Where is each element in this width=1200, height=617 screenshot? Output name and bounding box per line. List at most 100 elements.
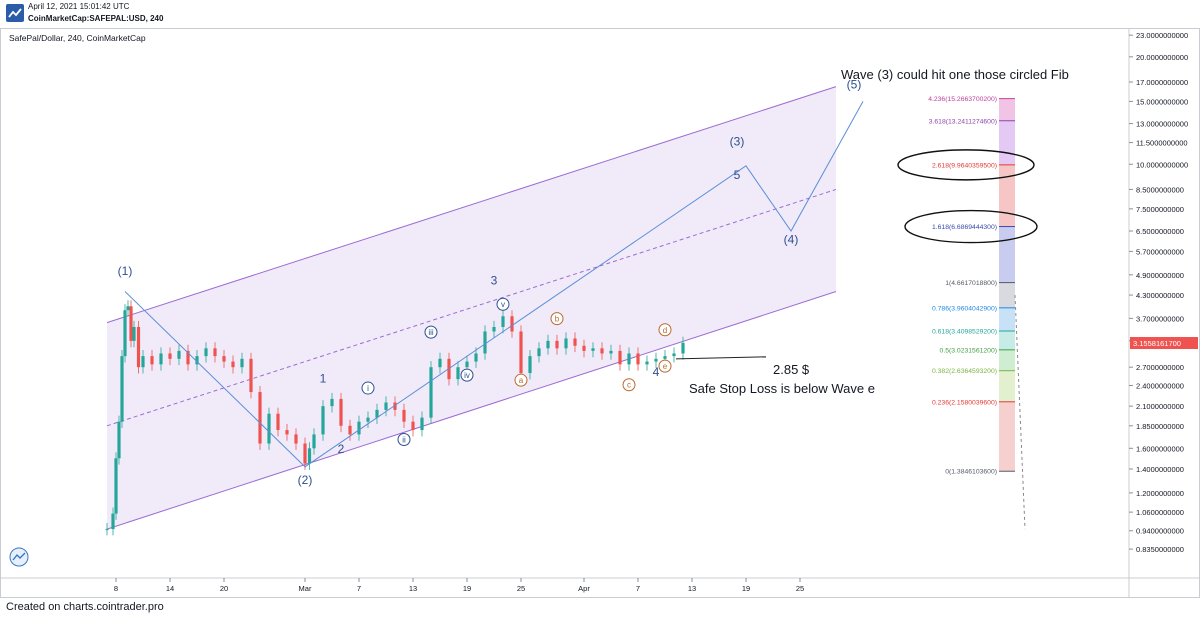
fib-band	[999, 307, 1015, 332]
candle-body	[258, 392, 262, 444]
candle-body	[582, 345, 586, 351]
candle-body	[429, 367, 433, 418]
chart-watermark-icon	[9, 547, 29, 567]
wave-label: 1	[320, 371, 327, 385]
candle-body	[307, 448, 312, 464]
candle-body	[204, 348, 208, 357]
candle-body	[366, 417, 370, 422]
candle-body	[117, 421, 121, 459]
wave-label-circle	[460, 368, 474, 382]
symbol-label: CoinMarketCap:SAFEPAL:USD, 240	[28, 14, 164, 23]
wave-label: c	[627, 381, 631, 390]
y-tick-label: 4.9000000000	[1136, 271, 1184, 280]
price-note-line	[675, 356, 767, 360]
stop-loss-annotation: Safe Stop Loss is below Wave e	[689, 381, 875, 396]
candle-body	[249, 358, 253, 393]
fib-band	[999, 401, 1015, 472]
fib-band	[999, 282, 1015, 308]
wave-label-circle	[622, 378, 636, 392]
candle-body	[222, 356, 226, 362]
wave-label: d	[663, 326, 667, 335]
y-tick-label: 15.0000000000	[1136, 97, 1188, 106]
price-chart[interactable]: 23.0000000000 20.0000000000 17.0000000000 1…	[1, 29, 1199, 597]
last-price-badge	[1130, 337, 1198, 350]
elliott-wave-path	[124, 101, 864, 468]
candle-body	[240, 358, 244, 368]
candle-body	[330, 398, 334, 407]
wave-label: (5)	[847, 78, 862, 92]
watermark-line	[12, 552, 26, 561]
wave-label: iv	[464, 371, 470, 380]
wave-label-circle	[397, 433, 411, 447]
candle-body	[483, 331, 487, 354]
candle-body	[321, 406, 325, 435]
x-tick-label: 19	[463, 584, 471, 593]
x-tick-label: 13	[409, 584, 417, 593]
candle-body	[546, 340, 550, 349]
y-tick-label: 4.3000000000	[1136, 291, 1184, 300]
fib-circle-highlight	[904, 209, 1038, 244]
fib-band	[999, 370, 1015, 402]
candle-body	[474, 353, 478, 362]
fib-level-label: 0.382(2.6364593200)	[932, 368, 997, 375]
candle-body	[136, 326, 141, 368]
candle-body	[126, 306, 130, 311]
footer-credit: Created on charts.cointrader.pro	[6, 601, 164, 613]
candle-body	[348, 425, 352, 435]
y-tick-label: 1.6000000000	[1136, 444, 1184, 453]
y-tick-label: 8.5000000000	[1136, 185, 1184, 194]
candle-body	[105, 529, 109, 531]
candle-body	[681, 342, 685, 354]
y-tick-label: 23.0000000000	[1136, 31, 1188, 40]
wave-label: 3	[491, 274, 498, 288]
fib-level-label: 0.618(3.4098529200)	[932, 329, 997, 336]
wave-label: iii	[428, 328, 434, 337]
candle-body	[393, 402, 397, 410]
fib-level-label: 4.236(15.2663700200)	[928, 96, 997, 103]
fib-level-label: 0.5(3.0231561200)	[940, 347, 997, 354]
candle-body	[177, 350, 181, 359]
candle-body	[510, 316, 514, 332]
wave-label: b	[555, 315, 560, 324]
channel-lower-line	[106, 291, 837, 530]
x-tick-label: 20	[220, 584, 228, 593]
candle-body	[168, 353, 172, 359]
x-tick-label: 13	[688, 584, 696, 593]
wave-label-circle	[550, 312, 564, 326]
candle-body	[564, 338, 568, 349]
wave-label: (1)	[118, 264, 133, 278]
y-tick-label: 7.5000000000	[1136, 205, 1184, 214]
snapshot-date: April 12, 2021 15:01:42 UTC	[28, 2, 130, 11]
fib-level-label: 1(4.6617018800)	[945, 280, 997, 287]
wave-label-circle	[496, 297, 510, 311]
fib-band	[999, 120, 1015, 165]
y-tick-label: 0.9400000000	[1136, 527, 1184, 536]
x-tick-label: Apr	[578, 584, 590, 593]
candle-body	[159, 353, 163, 365]
candle-body	[303, 443, 307, 464]
candle-body	[528, 356, 532, 374]
y-tick-label: 1.2000000000	[1136, 489, 1184, 498]
channel-fill	[107, 86, 836, 530]
candle-body	[609, 350, 613, 354]
wave-label: (2)	[298, 473, 313, 487]
candle-body	[375, 409, 379, 418]
channel-median-line	[106, 188, 837, 427]
candle-body	[213, 348, 217, 357]
candle-body	[339, 398, 343, 426]
x-tick-label: 7	[636, 584, 640, 593]
wave-label: i	[367, 384, 369, 393]
chart-panel[interactable]: 23.0000000000 20.0000000000 17.0000000000 1…	[0, 28, 1200, 598]
candle-body	[150, 356, 154, 365]
candle-body	[591, 348, 595, 351]
chart-title: SafePal/Dollar, 240, CoinMarketCap	[9, 33, 146, 43]
x-tick-label: 7	[357, 584, 361, 593]
candle-body	[195, 356, 199, 365]
candle-body	[636, 353, 640, 365]
candle-body	[267, 413, 271, 444]
candle-body	[654, 358, 658, 362]
y-tick-label: 10.0000000000	[1136, 160, 1188, 169]
y-tick-label: 2.7000000000	[1136, 363, 1184, 372]
wave-label: 4	[653, 365, 660, 379]
wave-label: v	[501, 300, 505, 309]
